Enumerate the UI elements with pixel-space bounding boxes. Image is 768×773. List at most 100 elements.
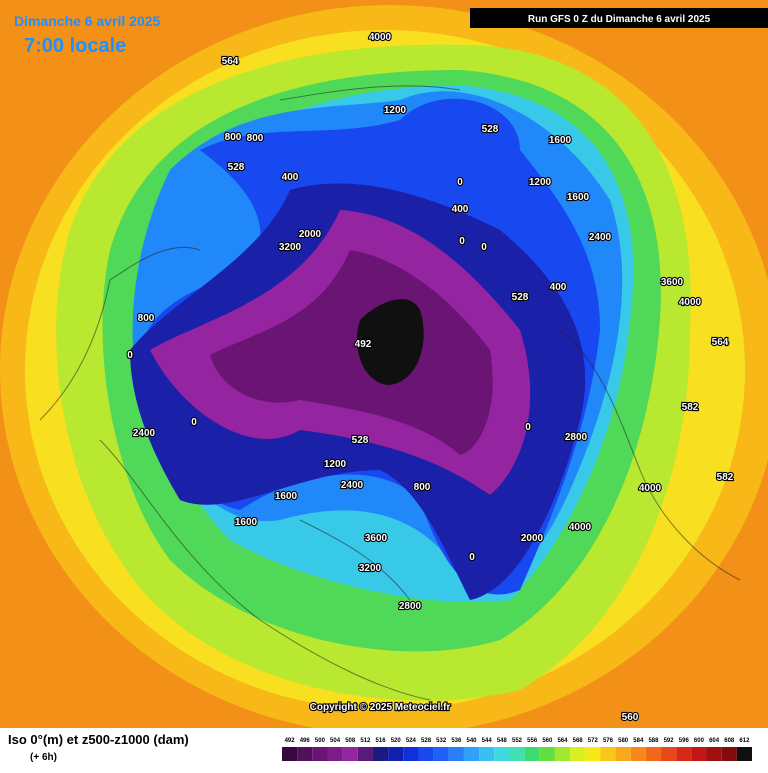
contour-label: 0 xyxy=(457,177,463,188)
contour-label: 528 xyxy=(228,162,245,173)
contour-label: 800 xyxy=(247,133,264,144)
contour-label: 4000 xyxy=(679,297,702,308)
colorbar-label: 552 xyxy=(512,738,523,744)
contour-label: 564 xyxy=(222,56,239,67)
contour-label: 528 xyxy=(512,292,529,303)
colorbar-swatch xyxy=(388,747,404,761)
contour-label: 1600 xyxy=(567,192,590,203)
colorbar-swatch xyxy=(282,747,298,761)
contour-label: 3200 xyxy=(359,563,382,574)
colorbar-label: 588 xyxy=(648,738,659,744)
colorbar-swatch xyxy=(327,747,343,761)
contour-label: 1200 xyxy=(324,459,347,470)
contour-label: 1600 xyxy=(275,491,298,502)
colorbar-label: 608 xyxy=(724,738,735,744)
run-info: Run GFS 0 Z du Dimanche 6 avril 2025 xyxy=(528,14,711,25)
colorbar-swatch xyxy=(357,747,373,761)
contour-label: 0 xyxy=(459,236,465,247)
colorbar-swatch xyxy=(494,747,510,761)
colorbar-swatch xyxy=(615,747,631,761)
colorbar-swatch xyxy=(736,747,752,761)
colorbar-swatch xyxy=(706,747,722,761)
colorbar-label: 580 xyxy=(618,738,629,744)
colorbar-swatch xyxy=(479,747,495,761)
contour-label: 3600 xyxy=(365,533,388,544)
colorbar-swatch xyxy=(676,747,692,761)
colorbar-label: 572 xyxy=(588,738,599,744)
colorbar-label: 548 xyxy=(497,738,508,744)
contour-label: 528 xyxy=(482,124,499,135)
contour-label: 2000 xyxy=(299,229,322,240)
date-title: Dimanche 6 avril 2025 xyxy=(14,13,161,29)
contour-label: 400 xyxy=(282,172,299,183)
colorbar-label: 568 xyxy=(573,738,584,744)
contour-label: 1600 xyxy=(549,135,572,146)
contour-label: 582 xyxy=(717,472,734,483)
time-title: 7:00 locale xyxy=(24,35,126,57)
coastlines xyxy=(39,85,741,701)
colorbar-swatch xyxy=(691,747,707,761)
contour-label: 1200 xyxy=(529,177,552,188)
colorbar-swatch xyxy=(312,747,328,761)
colorbar-swatch xyxy=(600,747,616,761)
colorbar-label: 504 xyxy=(330,738,341,744)
colorbar-label: 596 xyxy=(679,738,690,744)
contour-label: 800 xyxy=(414,482,431,493)
contour-label: 800 xyxy=(138,313,155,324)
contour-label: 1200 xyxy=(384,105,407,116)
contour-label: 528 xyxy=(352,435,369,446)
contour-label: 564 xyxy=(712,337,729,348)
colorbar-swatch xyxy=(433,747,449,761)
contour-label: 4000 xyxy=(369,32,392,43)
colorbar-label: 500 xyxy=(315,738,326,744)
contour-label: 492 xyxy=(355,339,372,350)
contour-label: 0 xyxy=(191,417,197,428)
colorbar-swatch xyxy=(721,747,737,761)
colorbar-swatch xyxy=(297,747,313,761)
copyright: Copyright © 2025 Meteociel.fr xyxy=(310,702,451,713)
colorbar-swatch xyxy=(570,747,586,761)
colorbar-swatch xyxy=(509,747,525,761)
footer-step: (+ 6h) xyxy=(30,752,57,763)
contour-label: 800 xyxy=(225,132,242,143)
colorbar-swatch xyxy=(661,747,677,761)
contour-labels: 492 528 528 528 528 0 0 0 0 0 0 0 400 400 400 800 800 800… xyxy=(126,31,735,724)
colorbar-label: 544 xyxy=(482,738,493,744)
contour-label: 2400 xyxy=(133,428,156,439)
contour-label: 4000 xyxy=(569,522,592,533)
colorbar-swatch xyxy=(403,747,419,761)
colorbar-swatch xyxy=(585,747,601,761)
colorbar-label: 520 xyxy=(391,738,402,744)
contour-label: 2000 xyxy=(521,533,544,544)
footer-title: Iso 0°(m) et z500-z1000 (dam) xyxy=(8,732,189,747)
colorbar-label: 540 xyxy=(467,738,478,744)
colorbar-swatch xyxy=(645,747,662,761)
contour-label: 3600 xyxy=(661,277,684,288)
contour-label: 2400 xyxy=(341,480,364,491)
contour-label: 2800 xyxy=(399,601,422,612)
contour-label: 0 xyxy=(481,242,487,253)
colorbar-swatch xyxy=(539,747,555,761)
contour-label: 2800 xyxy=(565,432,588,443)
run-box xyxy=(470,8,768,28)
contour-label: 560 xyxy=(622,712,639,723)
colorbar-label: 564 xyxy=(557,738,568,744)
contour-label: 400 xyxy=(550,282,567,293)
contour-label: 1600 xyxy=(235,517,258,528)
colorbar-label: 600 xyxy=(694,738,705,744)
colorbar-label: 592 xyxy=(664,738,675,744)
colorbar-label: 492 xyxy=(285,738,296,744)
contour-label: 2400 xyxy=(589,232,612,243)
colorbar-swatch xyxy=(554,747,571,761)
colorbar-label: 612 xyxy=(739,738,750,744)
colorbar-label: 556 xyxy=(527,738,538,744)
contour-label: 3200 xyxy=(279,242,302,253)
colorbar-label: 576 xyxy=(603,738,614,744)
colorbar-label: 584 xyxy=(633,738,644,744)
colorbar-label: 528 xyxy=(421,738,432,744)
colorbar-label: 508 xyxy=(345,738,356,744)
contour-label: 582 xyxy=(682,402,699,413)
map-field xyxy=(0,0,768,735)
colorbar-swatch xyxy=(630,747,646,761)
